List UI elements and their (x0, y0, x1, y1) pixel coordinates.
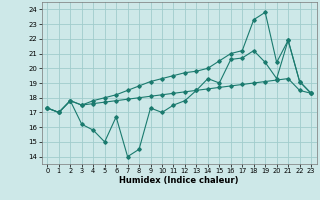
X-axis label: Humidex (Indice chaleur): Humidex (Indice chaleur) (119, 176, 239, 185)
